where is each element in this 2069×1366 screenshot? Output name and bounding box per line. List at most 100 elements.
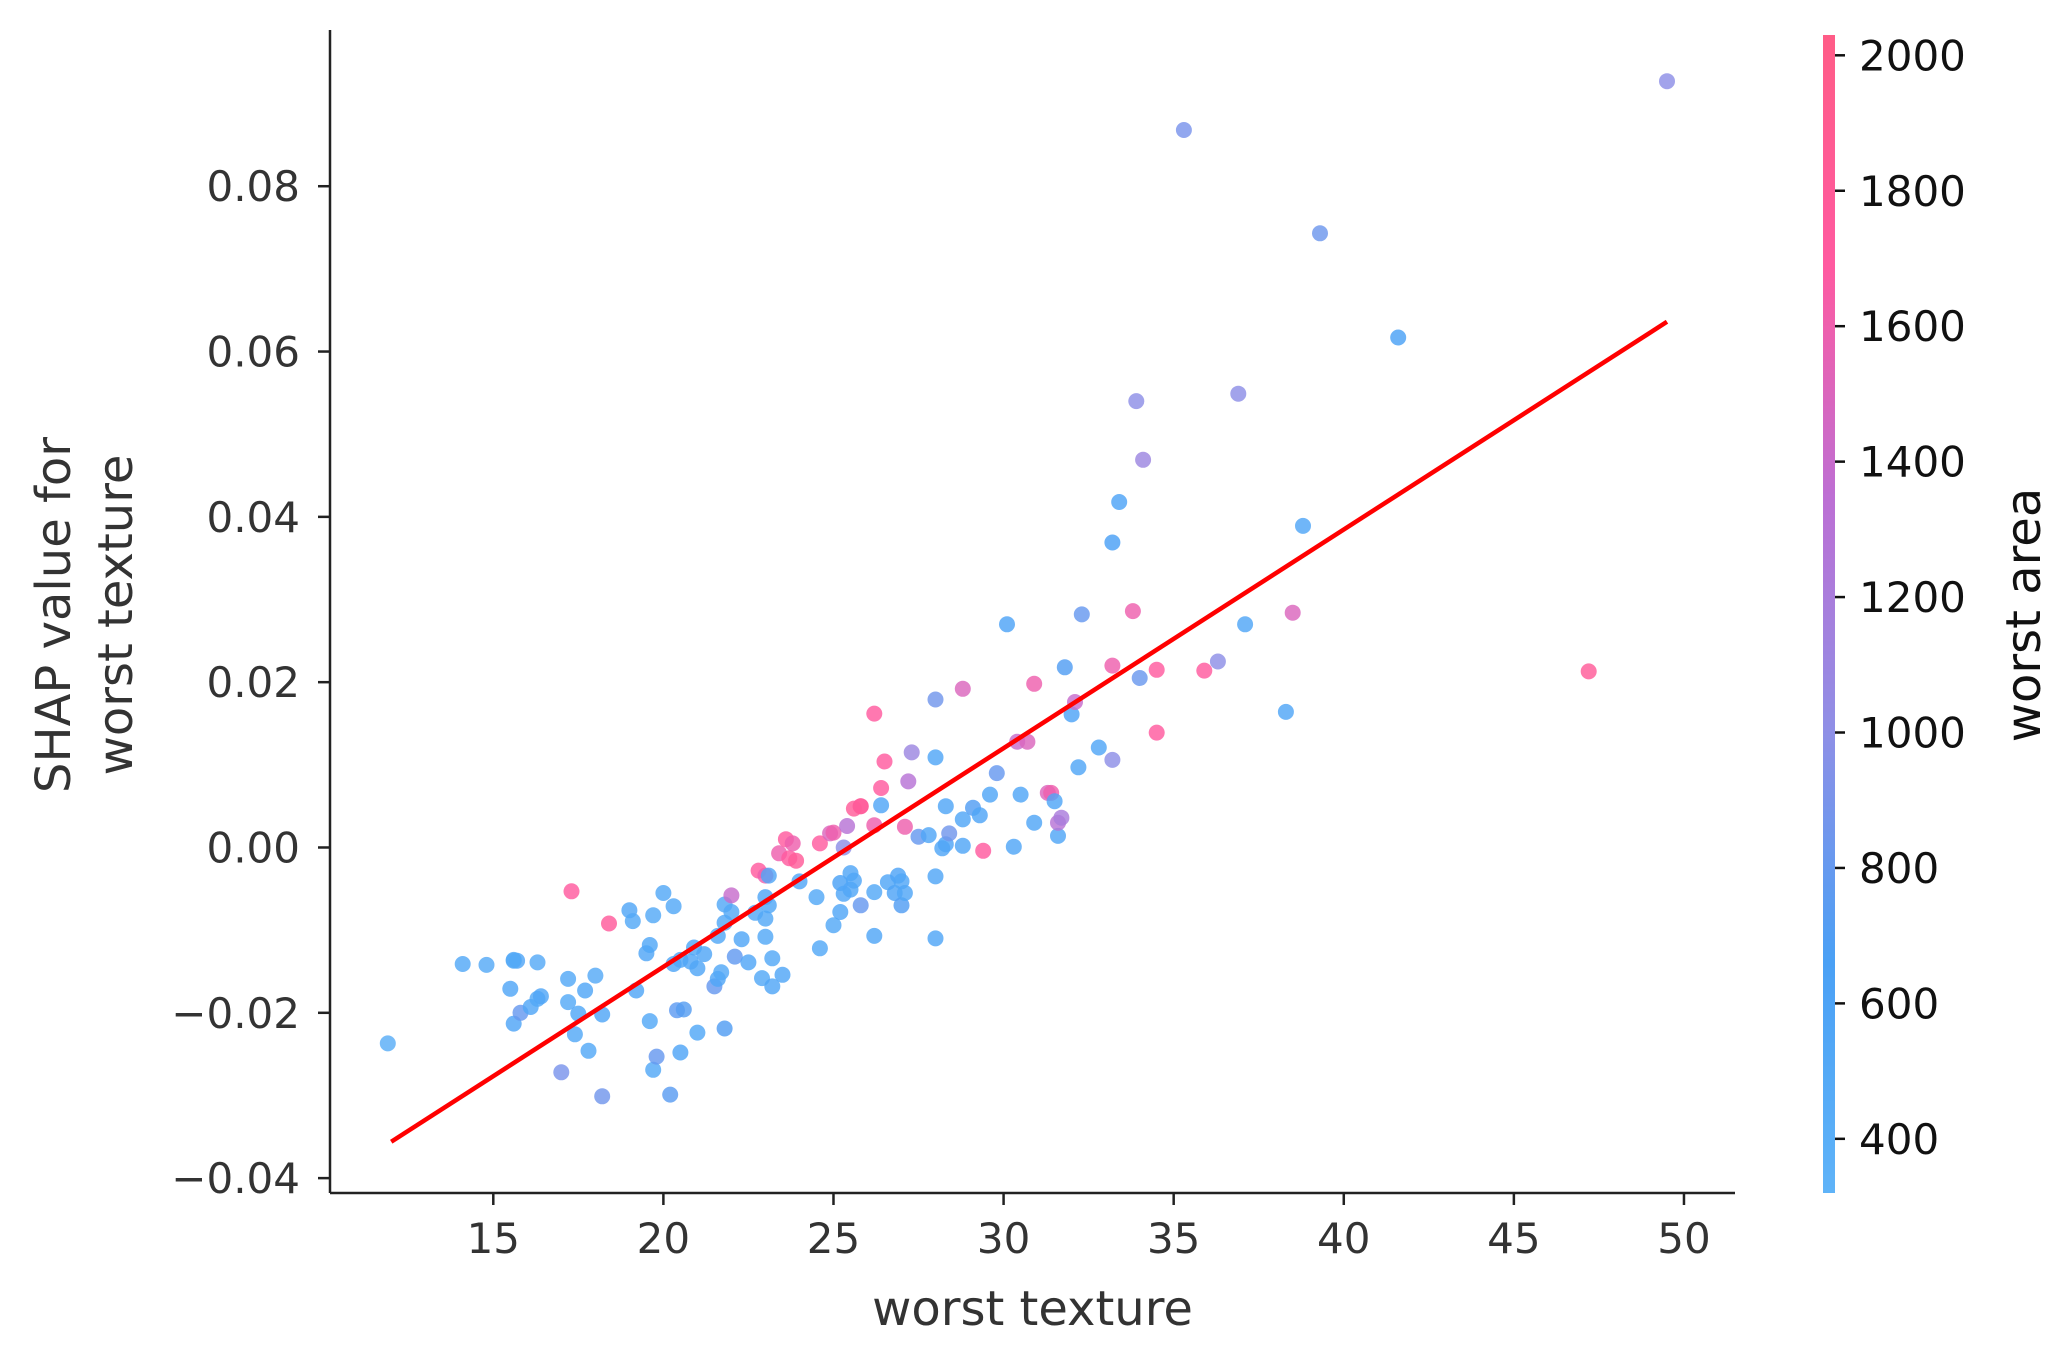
scatter-point bbox=[553, 1064, 570, 1081]
scatter-point bbox=[713, 964, 730, 981]
scatter-point bbox=[379, 1035, 396, 1052]
scatter-point bbox=[852, 798, 869, 815]
scatter-point bbox=[1135, 451, 1152, 468]
scatter-point bbox=[1104, 657, 1121, 674]
scatter-point bbox=[832, 904, 849, 920]
scatter-point bbox=[954, 837, 971, 854]
scatter-point bbox=[1659, 73, 1675, 90]
scatter-point bbox=[560, 994, 577, 1011]
scatter-point bbox=[1073, 606, 1090, 623]
scatter-point bbox=[927, 749, 944, 766]
scatter-point bbox=[502, 980, 519, 997]
scatter-point bbox=[723, 887, 740, 904]
scatter-point bbox=[1580, 663, 1597, 680]
scatter-point bbox=[893, 897, 910, 914]
scatter-point bbox=[1148, 724, 1165, 741]
scatter-point bbox=[1124, 603, 1141, 620]
scatter-point bbox=[1131, 670, 1148, 686]
scatter-point bbox=[1090, 739, 1107, 756]
scatter-point bbox=[645, 907, 662, 924]
scatter-point bbox=[1312, 225, 1328, 242]
scatter-point bbox=[689, 960, 706, 977]
scatter-point bbox=[478, 956, 495, 973]
colorbar-tick-label: 1800 bbox=[1859, 167, 1966, 216]
scatter-point bbox=[648, 1048, 665, 1065]
scatter-point bbox=[696, 946, 713, 963]
scatter-point bbox=[954, 680, 971, 697]
scatter-point bbox=[764, 978, 781, 995]
scatter-point bbox=[1196, 662, 1213, 679]
scatter-point bbox=[675, 1001, 692, 1018]
scatter-point bbox=[1012, 786, 1029, 803]
colorbar-tick-label: 800 bbox=[1859, 844, 1939, 893]
scatter-point bbox=[1005, 838, 1022, 855]
scatter-point bbox=[866, 705, 883, 722]
scatter-point bbox=[811, 835, 828, 852]
scatter-point bbox=[808, 889, 825, 906]
scatter-point bbox=[665, 898, 682, 915]
scatter-point bbox=[896, 818, 913, 835]
scatter-point bbox=[784, 835, 801, 852]
scatter-point bbox=[716, 1020, 733, 1037]
y-axis-label: SHAP value for worst texture bbox=[26, 437, 144, 793]
scatter-point bbox=[852, 897, 869, 914]
scatter-point bbox=[825, 917, 842, 934]
axes: 15 20 25 30 35 40 45 50 −0.04 −0.02 0.00 0.02 0.04 0.… bbox=[26, 30, 1735, 1337]
scatter-point bbox=[903, 744, 920, 761]
scatter-point bbox=[672, 1044, 689, 1061]
y-tick-label: 0.04 bbox=[206, 493, 300, 542]
scatter-point bbox=[920, 827, 937, 844]
scatter-point bbox=[740, 954, 757, 971]
scatter-point bbox=[900, 773, 917, 790]
x-tick-label: 20 bbox=[637, 1214, 690, 1263]
scatter-point bbox=[764, 950, 781, 967]
scatter-point bbox=[760, 867, 777, 884]
scatter-point bbox=[1053, 809, 1070, 826]
scatter-point bbox=[757, 910, 774, 927]
scatter-point bbox=[845, 872, 862, 889]
scatter-point bbox=[866, 884, 883, 901]
scatter-point bbox=[825, 824, 842, 841]
trend-line bbox=[390, 319, 1669, 1144]
scatter-point bbox=[866, 927, 883, 944]
scatter-point bbox=[1063, 706, 1080, 723]
colorbar: 400 600 800 1000 1200 1400 1600 1800 2000 worst a… bbox=[1823, 31, 2052, 1193]
y-tick-label: 0.08 bbox=[206, 162, 300, 211]
scatter-point bbox=[1230, 385, 1247, 402]
scatter-point bbox=[757, 928, 774, 945]
scatter-point bbox=[505, 952, 522, 969]
scatter-point bbox=[937, 798, 954, 815]
scatter-point bbox=[601, 915, 617, 932]
scatter-point bbox=[873, 797, 890, 814]
scatter-point bbox=[975, 842, 992, 859]
scatter-point bbox=[577, 982, 594, 999]
y-tick-label: 0.06 bbox=[206, 328, 300, 377]
scatter-point bbox=[1050, 827, 1066, 844]
y-tick-label: −0.02 bbox=[171, 989, 300, 1038]
colorbar-tick-label: 1000 bbox=[1859, 709, 1966, 758]
y-tick-label: −0.04 bbox=[171, 1154, 300, 1203]
scatter-point bbox=[1070, 759, 1087, 776]
scatter-point bbox=[1209, 653, 1226, 670]
scatter-point bbox=[532, 988, 549, 1005]
scatter-point bbox=[1148, 661, 1165, 678]
scatter-point bbox=[1390, 329, 1407, 346]
scatter-point bbox=[1111, 494, 1128, 510]
scatter-point bbox=[454, 956, 471, 972]
scatter-point bbox=[896, 885, 913, 901]
x-axis-label: worst texture bbox=[872, 1281, 1193, 1337]
colorbar-tick-label: 400 bbox=[1859, 1115, 1939, 1164]
scatter-point bbox=[1026, 814, 1043, 831]
scatter-point bbox=[839, 818, 856, 834]
colorbar-tick-label: 2000 bbox=[1859, 31, 1966, 80]
colorbar-label: worst area bbox=[1996, 488, 2052, 742]
scatter-point bbox=[566, 1026, 583, 1043]
scatter-point bbox=[641, 1013, 658, 1030]
scatter-point bbox=[988, 765, 1005, 782]
scatter-point bbox=[941, 825, 958, 842]
scatter-point bbox=[645, 1061, 662, 1078]
x-tick-label: 25 bbox=[807, 1214, 860, 1263]
scatter-point bbox=[726, 948, 743, 965]
scatter-point bbox=[1175, 122, 1192, 138]
